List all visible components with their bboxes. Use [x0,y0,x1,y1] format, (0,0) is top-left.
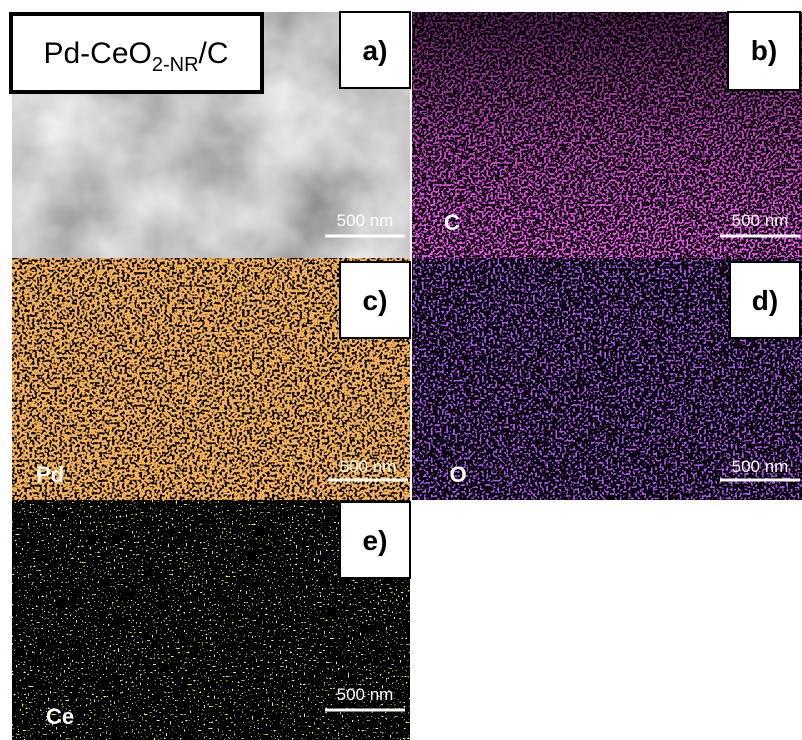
figure: a) 500 nm Pd-CeO2-NR/C b) C 500 nm c) Pd… [0,0,802,740]
panel-label: c) [363,285,388,316]
scale-bar-label: 500 nm [732,211,789,230]
element-label: O [449,462,466,487]
title-subscript: 2-NR [152,54,199,76]
element-label: C [444,210,460,235]
scale-bar-label: 500 nm [337,685,394,704]
panel-label: d) [752,285,778,316]
panel-e: e) Ce 500 nm [12,500,410,740]
panel-label: e) [363,525,388,556]
scale-bar-label: 500 nm [732,457,789,476]
panel-d: d) O 500 nm [412,258,802,500]
title-prefix: Pd-CeO [43,37,151,70]
title-suffix: /C [199,37,229,70]
panel-label: a) [363,35,388,66]
element-label: Ce [46,704,74,729]
element-label: Pd [36,462,64,487]
panel-a: a) 500 nm Pd-CeO2-NR/C [11,12,410,258]
panel-c: c) Pd 500 nm [12,258,410,500]
scale-bar-label: 500 nm [340,457,397,476]
scale-bar-label: 500 nm [337,211,394,230]
panel-label: b) [751,35,777,66]
panel-b: b) C 500 nm [412,12,802,258]
